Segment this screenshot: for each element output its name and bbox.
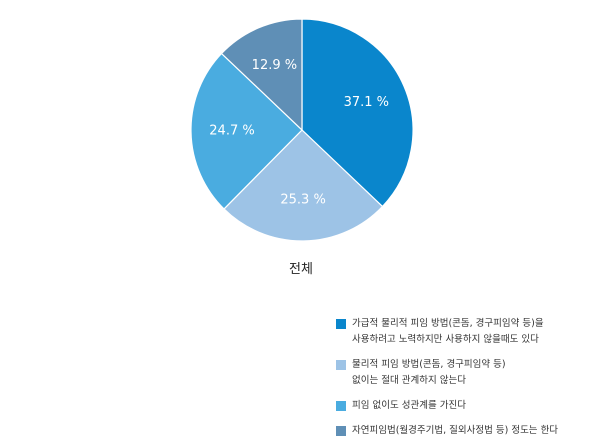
legend-label-3-line-1: 피임 없이도 성관계를 가진다: [352, 400, 466, 411]
legend-label-1-line-2: 사용하려고 노력하지만 사용하지 않을때도 있다: [352, 334, 539, 345]
legend-swatch-2: [336, 360, 346, 370]
pie-slice-label-3: 24.7 %: [209, 124, 254, 139]
legend-swatch-4: [336, 426, 346, 436]
legend-label-3: 피임 없이도 성관계를 가진다: [352, 398, 466, 414]
pie-slice-labels: 37.1 % 25.3 % 24.7 % 12.9 %: [209, 58, 389, 207]
legend-swatch-1: [336, 319, 346, 329]
pie-slice-2: [223, 129, 384, 242]
legend-label-2-line-1: 물리적 피임 방법(콘돔, 경구피임약 등): [352, 359, 506, 370]
legend-item-2: 물리적 피임 방법(콘돔, 경구피임약 등) 없이는 절대 관계하지 않는다: [336, 357, 594, 389]
legend-label-2: 물리적 피임 방법(콘돔, 경구피임약 등) 없이는 절대 관계하지 않는다: [352, 357, 506, 389]
legend-item-3: 피임 없이도 성관계를 가진다: [336, 398, 594, 414]
chart-caption: 전체: [289, 262, 313, 277]
pie-slice-3: [190, 52, 303, 210]
pie-slice-4: [220, 18, 303, 132]
legend-label-2-line-2: 없이는 절대 관계하지 않는다: [352, 375, 466, 386]
pie-slice-label-2: 25.3 %: [280, 192, 325, 207]
pie-slice-label-1: 37.1 %: [344, 95, 389, 110]
pie-slices: [190, 18, 414, 242]
pie-slice-1: [301, 18, 414, 208]
legend-label-4-line-1: 자연피임법(월경주기법, 질외사정법 등) 정도는 한다: [352, 425, 559, 436]
legend-label-4: 자연피임법(월경주기법, 질외사정법 등) 정도는 한다: [352, 423, 558, 439]
legend-item-4: 자연피임법(월경주기법, 질외사정법 등) 정도는 한다: [336, 423, 594, 439]
legend-swatch-3: [336, 401, 346, 411]
pie-slice-label-4: 12.9 %: [252, 58, 297, 73]
legend-label-1-line-1: 가급적 물리적 피임 방법(콘돔, 경구피임약 등)을: [352, 318, 544, 329]
